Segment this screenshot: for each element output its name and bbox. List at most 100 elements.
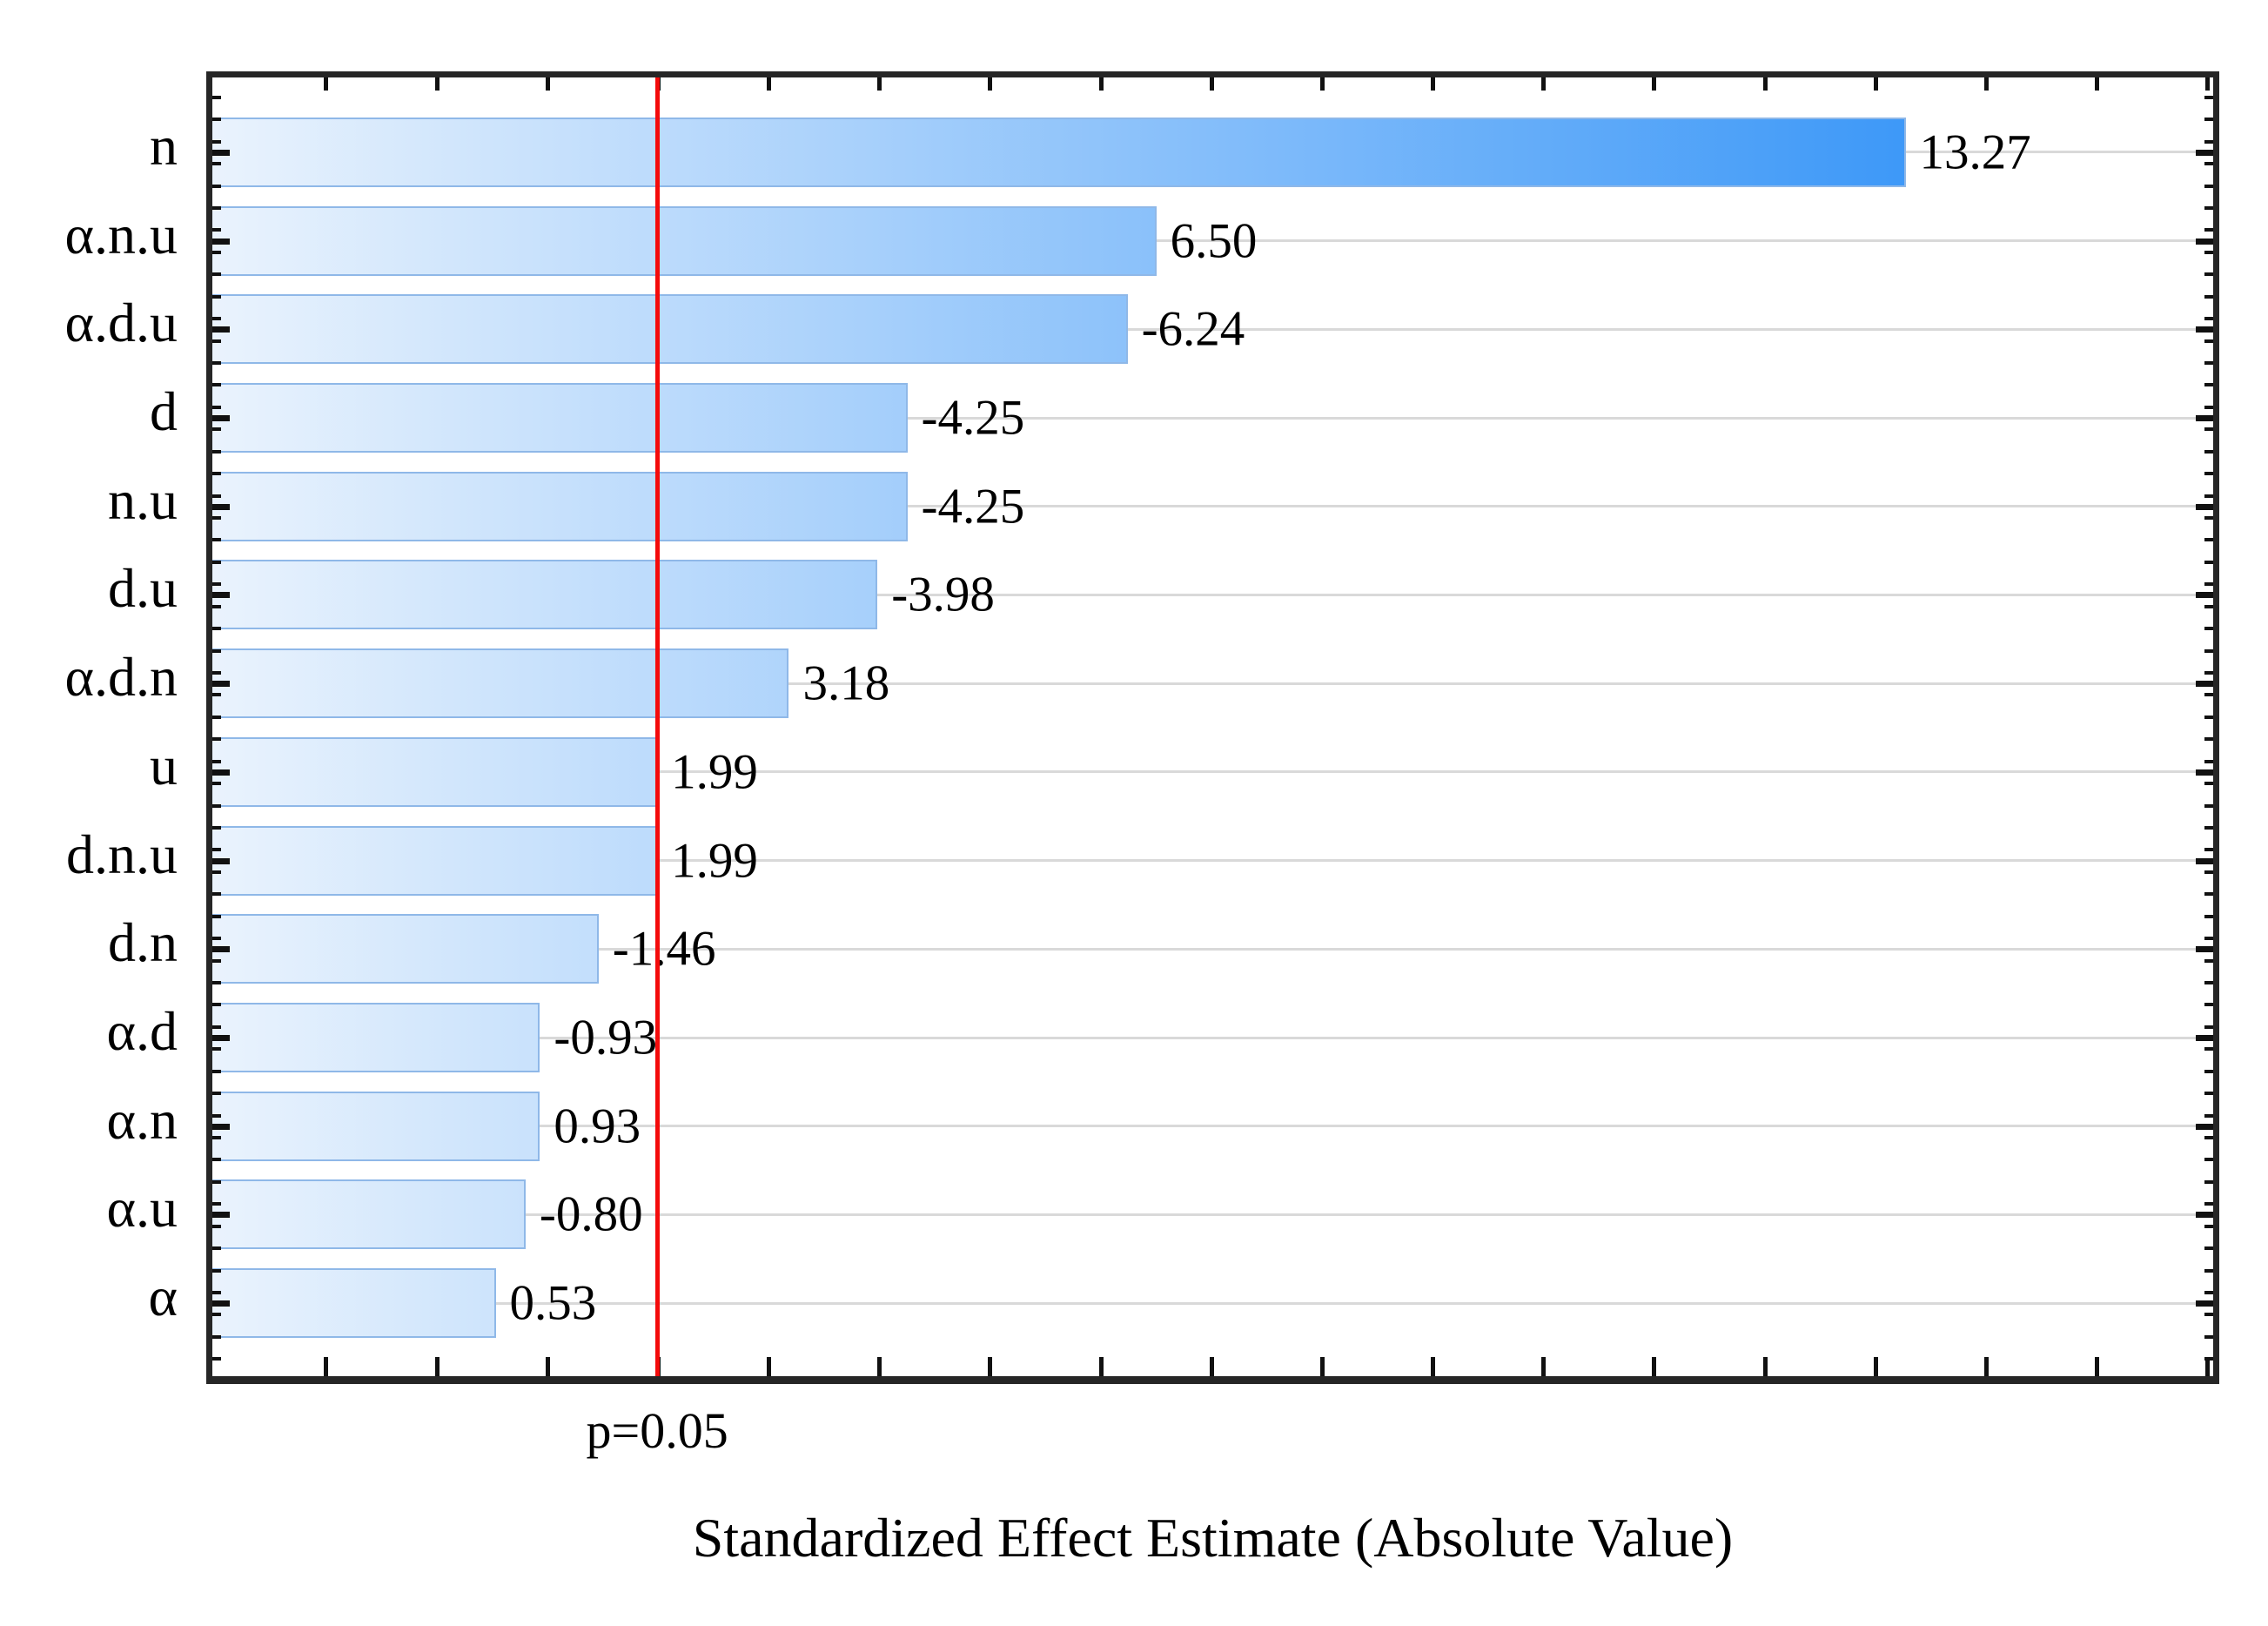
y-axis-minor-tick xyxy=(212,1357,221,1361)
y-axis-minor-tick xyxy=(212,693,221,697)
y-axis-major-tick xyxy=(212,1123,230,1130)
y-axis-major-tick xyxy=(212,238,230,245)
x-axis-title: Standardized Effect Estimate (Absolute V… xyxy=(692,1507,1734,1569)
bar xyxy=(212,1179,526,1250)
bar xyxy=(212,205,1157,276)
y-axis-major-tick xyxy=(212,857,230,864)
y-axis-minor-tick xyxy=(212,1158,221,1162)
y-axis-minor-tick xyxy=(2204,937,2213,941)
y-axis-minor-tick xyxy=(212,515,221,520)
x-axis-top-tick xyxy=(1762,77,1768,91)
y-axis-minor-tick xyxy=(2204,1334,2213,1339)
y-axis-minor-tick xyxy=(2204,1069,2213,1073)
y-axis-major-tick xyxy=(2196,238,2213,245)
y-axis-minor-tick xyxy=(2204,803,2213,808)
y-axis-minor-tick xyxy=(2204,560,2213,564)
y-axis-major-tick xyxy=(212,946,230,953)
y-axis-minor-tick xyxy=(212,937,221,941)
category-gridline xyxy=(212,947,2213,951)
y-axis-minor-tick xyxy=(2204,317,2213,321)
y-axis-minor-tick xyxy=(212,825,221,830)
x-axis-bottom-tick xyxy=(1541,1357,1547,1376)
category-gridline xyxy=(212,1301,2213,1305)
y-axis-major-tick xyxy=(212,592,230,599)
x-axis-top-tick xyxy=(1431,77,1436,91)
y-axis-minor-tick xyxy=(212,472,221,476)
y-axis-minor-tick xyxy=(212,228,221,232)
x-axis-bottom-tick xyxy=(767,1357,772,1376)
y-axis-major-tick xyxy=(2196,1123,2213,1130)
y-axis-minor-tick xyxy=(2204,1179,2213,1184)
bar-value-label: -4.25 xyxy=(921,390,1025,446)
bar-value-label: -4.25 xyxy=(921,479,1025,534)
y-axis-minor-tick xyxy=(2204,1113,2213,1118)
x-axis-top-tick xyxy=(1098,77,1104,91)
y-axis-minor-tick xyxy=(2204,693,2213,697)
y-axis-minor-tick xyxy=(212,162,221,166)
category-label: α xyxy=(148,1266,178,1328)
y-axis-minor-tick xyxy=(212,980,221,984)
y-axis-minor-tick xyxy=(212,803,221,808)
y-axis-minor-tick xyxy=(2204,1202,2213,1206)
y-axis-minor-tick xyxy=(212,670,221,675)
y-axis-minor-tick xyxy=(212,1202,221,1206)
y-axis-minor-tick xyxy=(2204,980,2213,984)
x-axis-top-tick xyxy=(2205,77,2211,91)
category-label: α.d.u xyxy=(64,292,178,354)
y-axis-minor-tick xyxy=(212,95,221,99)
y-axis-minor-tick xyxy=(2204,1158,2213,1162)
y-axis-minor-tick xyxy=(212,582,221,587)
y-axis-minor-tick xyxy=(2204,538,2213,542)
category-gridline xyxy=(212,682,2213,685)
y-axis-minor-tick xyxy=(2204,360,2213,365)
bar-value-label: -3.98 xyxy=(891,567,995,622)
y-axis-minor-tick xyxy=(212,759,221,763)
y-axis-minor-tick xyxy=(2204,162,2213,166)
y-axis-minor-tick xyxy=(212,1268,221,1273)
category-label: α.d xyxy=(106,1000,178,1062)
y-axis-major-tick xyxy=(2196,503,2213,510)
y-axis-minor-tick xyxy=(212,360,221,365)
y-axis-minor-tick xyxy=(212,139,221,144)
y-axis-minor-tick xyxy=(2204,1003,2213,1007)
y-axis-minor-tick xyxy=(212,1113,221,1118)
y-axis-major-tick xyxy=(212,149,230,156)
x-axis-bottom-tick xyxy=(1431,1357,1436,1376)
bar xyxy=(212,1268,496,1339)
category-axis-labels: n α.n.u α.d.u d n.u d.u α.d.n u d.n.u d.n α.d α.n α.… xyxy=(0,71,183,1384)
x-axis-top-tick xyxy=(1209,77,1214,91)
y-axis-minor-tick xyxy=(2204,184,2213,188)
bar-value-label: -0.93 xyxy=(554,1010,658,1065)
bar xyxy=(212,736,658,807)
y-axis-minor-tick xyxy=(212,737,221,742)
bar xyxy=(212,1091,540,1161)
y-axis-minor-tick xyxy=(2204,427,2213,432)
y-axis-minor-tick xyxy=(2204,870,2213,874)
y-axis-minor-tick xyxy=(212,1003,221,1007)
y-axis-minor-tick xyxy=(2204,95,2213,99)
category-label: α.u xyxy=(106,1177,178,1240)
y-axis-minor-tick xyxy=(2204,1092,2213,1096)
y-axis-minor-tick xyxy=(2204,604,2213,608)
category-label: d.n xyxy=(108,911,178,974)
y-axis-minor-tick xyxy=(212,1334,221,1339)
x-axis-top-tick xyxy=(1652,77,1657,91)
category-gridline xyxy=(212,239,2213,243)
bar xyxy=(212,1003,540,1072)
category-label: α.n.u xyxy=(64,203,178,265)
x-axis-top-tick xyxy=(324,77,329,91)
x-axis-bottom-tick xyxy=(545,1357,550,1376)
y-axis-major-tick xyxy=(212,681,230,688)
category-label: α.d.n xyxy=(64,646,178,709)
y-axis-minor-tick xyxy=(212,317,221,321)
category-gridline xyxy=(212,593,2213,596)
y-axis-minor-tick xyxy=(212,1313,221,1317)
y-axis-minor-tick xyxy=(2204,958,2213,963)
x-axis-top-tick xyxy=(1541,77,1547,91)
y-axis-minor-tick xyxy=(212,782,221,786)
category-label: n.u xyxy=(108,468,178,531)
y-axis-minor-tick xyxy=(212,715,221,719)
significance-reference-line xyxy=(654,77,660,1376)
y-axis-major-tick xyxy=(2196,769,2213,776)
